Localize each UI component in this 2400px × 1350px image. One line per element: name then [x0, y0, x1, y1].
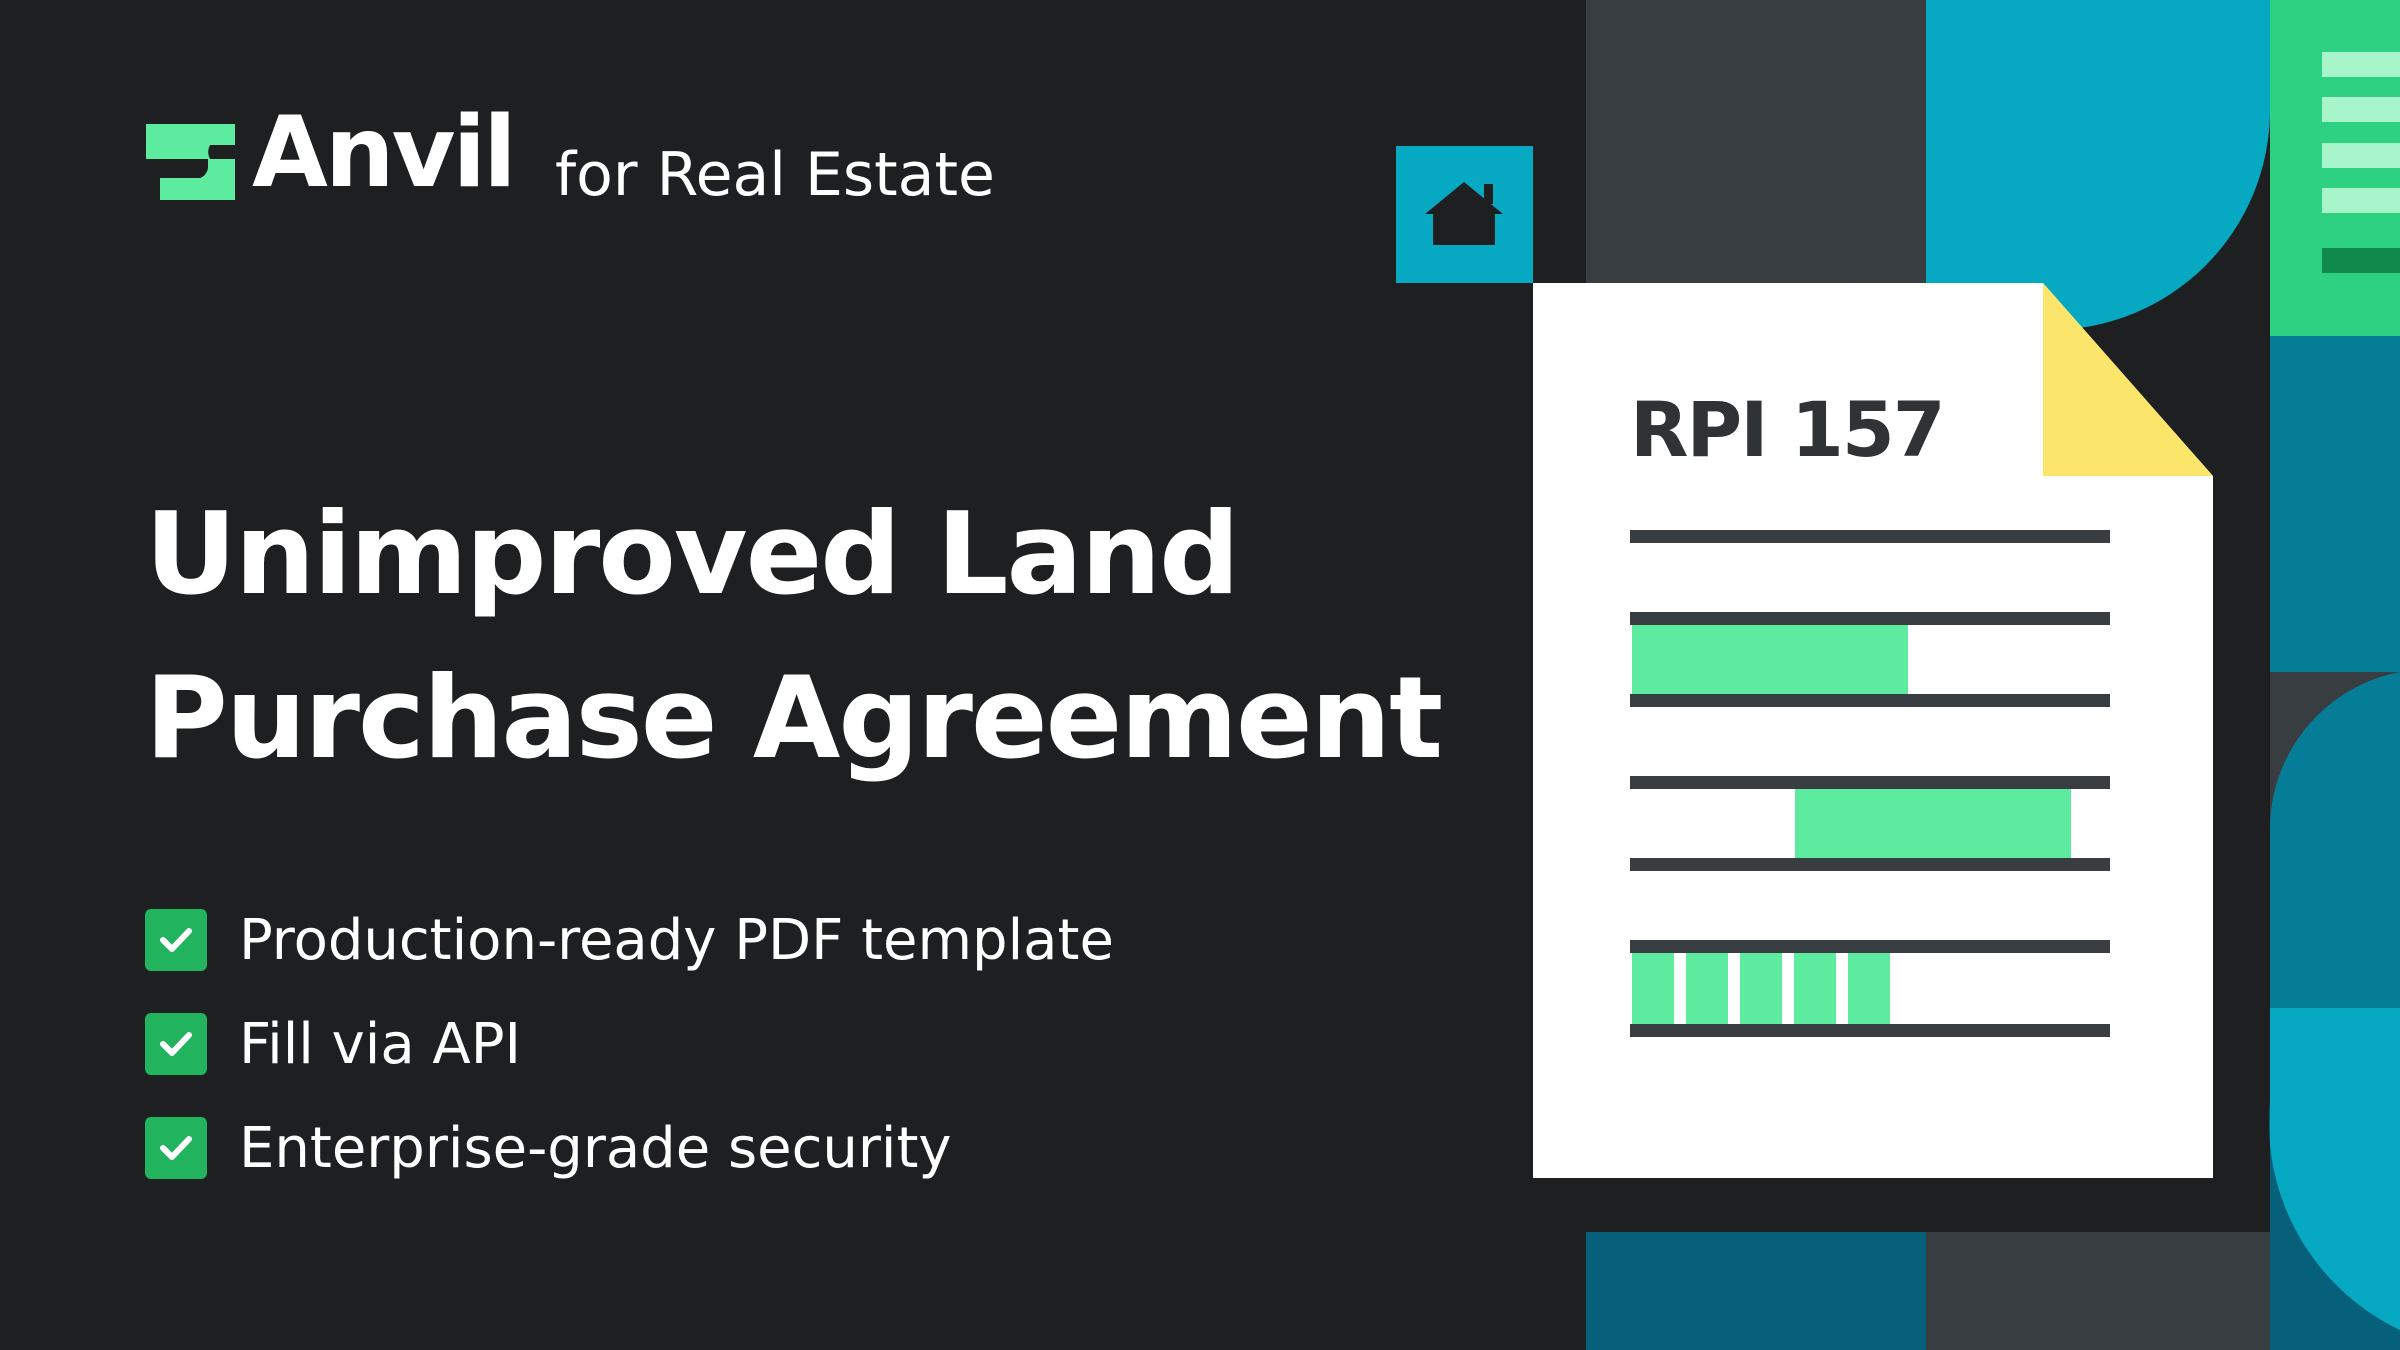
feature-label: Enterprise-grade security	[239, 1115, 952, 1181]
brand-tagline: for Real Estate	[555, 140, 995, 210]
check-icon	[145, 1117, 207, 1179]
headline-line-1: Unimproved Land	[145, 488, 1240, 620]
check-icon	[145, 909, 207, 971]
document-sheet	[1533, 283, 2213, 1178]
document-lines	[1630, 530, 2110, 1037]
feature-label: Production-ready PDF template	[239, 907, 1114, 973]
filled-fields	[1632, 625, 2071, 1024]
feature-item: Enterprise-grade security	[145, 1115, 952, 1181]
check-icon	[145, 1013, 207, 1075]
feature-item: Fill via API	[145, 1011, 522, 1077]
brand-name: Anvil	[252, 96, 517, 210]
headline-line-2: Purchase Agreement	[145, 652, 1443, 784]
folded-corner	[2043, 283, 2213, 476]
house-icon	[1425, 182, 1503, 245]
document-title: RPI 157	[1630, 385, 1946, 474]
feature-label: Fill via API	[239, 1011, 522, 1077]
bg-shapes-column-3	[2268, 0, 2400, 1350]
feature-item: Production-ready PDF template	[145, 907, 1114, 973]
anvil-logo-mark	[146, 124, 235, 200]
bg-shapes-column-2	[1586, 0, 2270, 1350]
